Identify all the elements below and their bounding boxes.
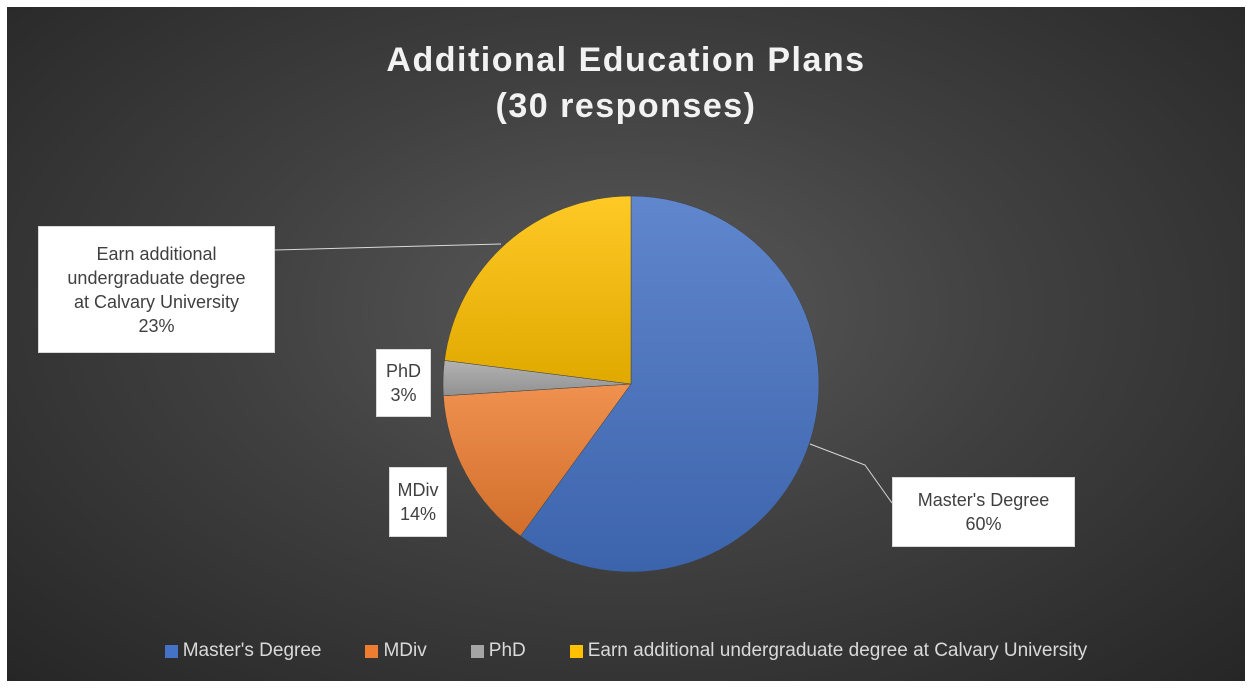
legend-swatch-mdiv xyxy=(365,644,379,658)
data-label-masters-degree: Master's Degree 60% xyxy=(892,477,1075,547)
chart-area: Additional Education Plans (30 responses… xyxy=(7,7,1245,681)
legend-item-undergraduate: Earn additional undergraduate degree at … xyxy=(569,640,1088,662)
data-label-phd: PhD 3% xyxy=(376,349,431,417)
legend-item-mdiv: MDiv xyxy=(365,640,427,662)
data-label-undergraduate-value: 23% xyxy=(138,315,175,336)
pie-chart xyxy=(274,195,893,573)
pie-slice-undergraduate xyxy=(444,195,632,385)
data-label-masters-degree-name: Master's Degree xyxy=(917,490,1050,510)
data-label-masters-degree-value: 60% xyxy=(965,514,1002,534)
chart-title-line-2: (30 responses) xyxy=(495,87,757,125)
chart-legend: Master's Degree MDiv PhD Earn additional… xyxy=(7,640,1245,662)
legend-item-masters-degree: Master's Degree xyxy=(164,640,322,662)
data-label-undergraduate-line-1: Earn additional xyxy=(96,243,217,264)
leader-line-undergraduate xyxy=(274,243,502,251)
legend-swatch-undergraduate xyxy=(569,644,583,658)
chart-title-line-1: Additional Education Plans xyxy=(386,41,866,79)
data-label-undergraduate-line-3: at Calvary University xyxy=(73,291,240,312)
legend-label-phd: PhD xyxy=(488,640,526,661)
data-label-undergraduate-line-2: undergraduate degree xyxy=(67,267,246,288)
leader-line-masters-degree xyxy=(809,443,893,504)
chart-title: Additional Education Plans (30 responses… xyxy=(7,37,1245,129)
data-label-phd-value: 3% xyxy=(390,385,417,405)
legend-swatch-phd xyxy=(470,644,484,658)
data-label-mdiv-value: 14% xyxy=(399,504,437,524)
pie-slice-masters-degree xyxy=(520,195,820,573)
data-label-undergraduate: Earn additional undergraduate degree at … xyxy=(38,226,275,353)
legend-item-phd: PhD xyxy=(470,640,526,662)
legend-label-undergraduate: Earn additional undergraduate degree at … xyxy=(587,640,1088,661)
legend-swatch-masters-degree xyxy=(164,644,178,658)
legend-label-mdiv: MDiv xyxy=(383,640,427,661)
data-label-mdiv-name: MDiv xyxy=(397,480,439,500)
data-label-phd-name: PhD xyxy=(385,361,421,381)
data-label-mdiv: MDiv 14% xyxy=(389,467,447,537)
legend-label-masters-degree: Master's Degree xyxy=(182,640,322,661)
pie-slice-mdiv xyxy=(443,383,632,537)
